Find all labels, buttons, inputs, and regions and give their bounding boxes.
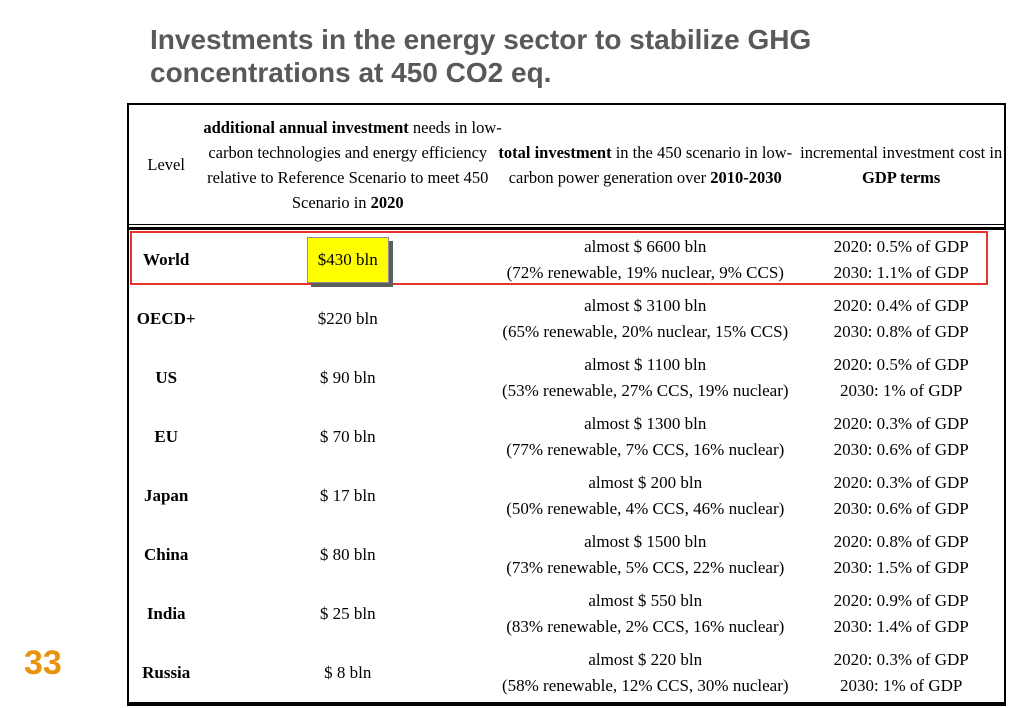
row-level: EU [154,426,178,446]
row-level: India [146,603,186,623]
row-additional: $220 bln [317,308,378,328]
row-additional: $ 25 bln [319,603,376,623]
row-level: OECD+ [136,308,196,328]
row-additional: $430 bln [203,236,492,283]
table-row-china: China $ 80 bln almost $ 1500 bln (73% ren… [129,525,1004,584]
table-header-row: Level additional annual investment needs… [129,105,1004,225]
row-total: almost $ 200 bln (50% renewable, 4% CCS, … [506,472,785,518]
header-divider-rule [129,227,1004,230]
row-total: almost $ 1300 bln (77% renewable, 7% CCS,… [506,413,785,459]
table-row-oecd: OECD+ $220 bln almost $ 3100 bln (65% ren… [129,289,1004,348]
table-row-us: US $ 90 bln almost $ 1100 bln (53% renewa… [129,348,1004,407]
row-additional: $ 17 bln [319,485,376,505]
header-additional-investment: additional annual investment needs in lo… [203,115,501,215]
header-text: carbon power generation over [508,167,711,187]
row-gdp: 2020: 0.4% of GDP 2030: 0.8% of GDP [833,295,969,341]
header-text-bold: additional annual investment [203,117,409,137]
row-gdp: 2020: 0.3% of GDP 2030: 1% of GDP [833,649,969,695]
row-gdp: 2020: 0.5% of GDP 2030: 1% of GDP [833,354,969,400]
table-row-eu: EU $ 70 bln almost $ 1300 bln (77% renewa… [129,407,1004,466]
header-text: needs in low- [408,117,502,137]
row-total: almost $ 550 bln (83% renewable, 2% CCS, … [506,590,785,636]
row-gdp: 2020: 0.5% of GDP 2030: 1.1% of GDP [833,236,969,282]
header-line: additional annual investment needs in lo… [203,115,501,140]
header-line: total investment in the 450 scenario in … [492,140,798,165]
table-row-russia: Russia $ 8 bln almost $ 220 bln (58% rene… [129,643,1004,702]
row-level: Russia [142,662,191,682]
header-text: in the 450 scenario in low- [611,142,793,162]
header-total-investment: total investment in the 450 scenario in … [492,140,798,190]
row-gdp: 2020: 0.8% of GDP 2030: 1.5% of GDP [833,531,969,577]
header-gdp-cost: incremental investment cost in GDP terms [798,140,1004,190]
row-total: almost $ 1500 bln (73% renewable, 5% CCS,… [506,531,785,577]
row-additional: $ 70 bln [319,426,376,446]
slide-title: Investments in the energy sector to stab… [150,24,812,88]
header-text-bold: 2020 [370,192,404,212]
row-level: World [143,249,190,269]
row-additional: $ 80 bln [319,544,376,564]
row-gdp: 2020: 0.3% of GDP 2030: 0.6% of GDP [833,413,969,459]
row-total: almost $ 220 bln (58% renewable, 12% CCS,… [501,649,789,695]
row-total: almost $ 1100 bln (53% renewable, 27% CCS… [501,354,789,400]
row-additional: $ 8 bln [324,662,372,682]
row-level: US [155,367,178,387]
header-line: carbon power generation over 2010-2030 [492,165,798,190]
table-body: World $430 bln almost $ 6600 bln (72% ren… [129,230,1004,702]
header-line: incremental investment cost in [800,142,1003,162]
header-line: carbon technologies and energy efficienc… [208,142,488,162]
table-row-japan: Japan $ 17 bln almost $ 200 bln (50% rene… [129,466,1004,525]
highlight-box: $430 bln [306,236,389,283]
row-level: China [143,544,189,564]
page-number: 33 [24,644,62,682]
row-total: almost $ 3100 bln (65% renewable, 20% nuc… [502,295,789,341]
header-text-bold: 2010-2030 [710,167,782,187]
investment-table: Level additional annual investment needs… [127,103,1006,706]
row-additional: $ 90 bln [319,367,376,387]
row-total: almost $ 6600 bln (72% renewable, 19% nuc… [506,236,784,282]
table-row-world: World $430 bln almost $ 6600 bln (72% ren… [129,230,1004,289]
row-gdp: 2020: 0.9% of GDP 2030: 1.4% of GDP [833,590,969,636]
header-text: Scenario in [291,192,371,212]
row-gdp: 2020: 0.3% of GDP 2030: 0.6% of GDP [833,472,969,518]
table-row-india: India $ 25 bln almost $ 550 bln (83% rene… [129,584,1004,643]
header-line: relative to Reference Scenario to meet 4… [207,167,489,187]
header-line: GDP terms [862,167,941,187]
header-line: Scenario in 2020 [203,190,492,215]
header-level: Level [147,154,185,174]
row-level: Japan [143,485,189,505]
header-text-bold: total investment [498,142,612,162]
